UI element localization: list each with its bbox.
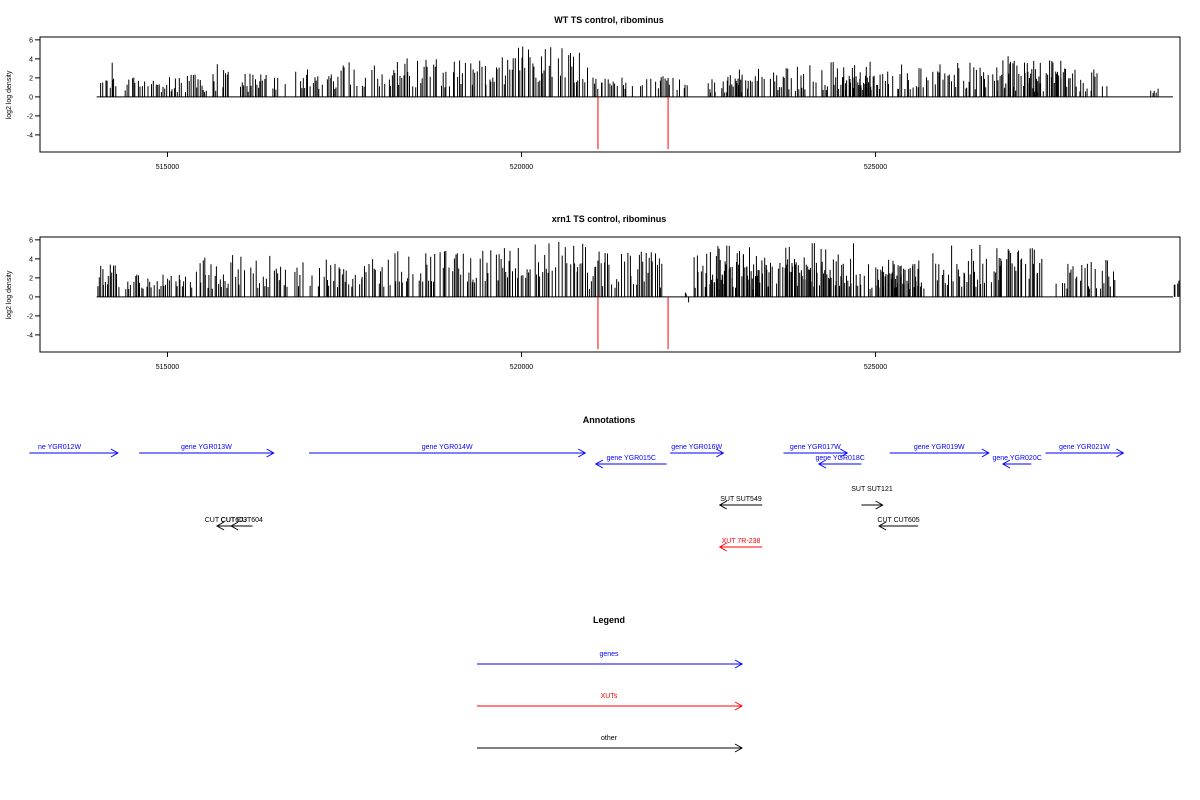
xrn1-coverage-panel: xrn1 TS control, ribominus log2 log dens… xyxy=(6,214,1181,371)
y-tick-label: -2 xyxy=(27,313,33,320)
arrow-head xyxy=(216,521,225,531)
arrow-head xyxy=(266,448,275,458)
arrow-head xyxy=(1116,448,1125,458)
feature-label: SUT SUT121 xyxy=(851,486,893,493)
y-tick-label: 4 xyxy=(29,56,33,63)
arrow-head xyxy=(594,459,604,469)
y-tick-label: -4 xyxy=(27,132,33,139)
x-tick-label: 525000 xyxy=(864,364,887,371)
arrow-head xyxy=(1001,459,1011,469)
x-tick-label: 515000 xyxy=(156,364,179,371)
arrow-head xyxy=(718,542,728,552)
legend-label: other xyxy=(601,735,618,742)
arrow-head xyxy=(734,701,744,711)
arrow-head xyxy=(110,448,119,458)
annotations-title: Annotations xyxy=(583,415,636,425)
plot-frame xyxy=(39,236,1181,353)
arrow-head xyxy=(230,521,239,531)
y-tick-label: 2 xyxy=(29,275,33,282)
y-tick-label: 2 xyxy=(29,75,33,82)
x-tick-label: 525000 xyxy=(864,164,887,171)
feature-label: CUT CUT605 xyxy=(877,517,919,524)
wt-coverage-panel: WT TS control, ribominus log2 log densit… xyxy=(6,15,1181,171)
feature-label: ne YGR012W xyxy=(38,444,81,451)
arrow-head xyxy=(878,521,887,531)
feature-label: CUT CUT603 xyxy=(205,517,247,524)
arrow-head xyxy=(839,448,849,458)
y-tick-label: 6 xyxy=(29,37,33,44)
arrow-head xyxy=(875,500,884,510)
x-tick-label: 520000 xyxy=(510,164,533,171)
wt-panel-title: WT TS control, ribominus xyxy=(554,15,664,25)
y-tick-label: 0 xyxy=(29,294,33,301)
coverage-bars xyxy=(97,241,1180,350)
wt-y-axis-label: log2 log density xyxy=(6,70,13,119)
feature-label: CUT CUT604 xyxy=(221,517,263,524)
x-tick-label: 515000 xyxy=(156,164,179,171)
feature-label: gene YGR013W xyxy=(181,444,232,451)
arrow-head xyxy=(734,743,744,753)
y-tick-label: 0 xyxy=(29,94,33,101)
feature-label: gene YGR019W xyxy=(914,444,965,451)
xrn1-y-axis-label: log2 log density xyxy=(6,270,13,319)
legend-label: XUTs xyxy=(601,693,618,700)
arrow-head xyxy=(577,448,587,458)
arrow-head xyxy=(718,500,728,510)
legend-title: Legend xyxy=(593,615,625,625)
arrow-head xyxy=(981,448,990,458)
legend-label: genes xyxy=(599,651,619,658)
feature-label: gene YGR020C xyxy=(992,455,1041,462)
feature-label: SUT SUT549 xyxy=(720,496,762,503)
feature-label: gene YGR018C xyxy=(815,455,864,462)
feature-label: gene YGR017W xyxy=(790,444,841,451)
feature-label: gene YGR015C xyxy=(607,455,656,462)
arrow-head xyxy=(734,659,744,669)
y-tick-label: 4 xyxy=(29,256,33,263)
arrow-head xyxy=(716,448,725,458)
feature-label: gene YGR014W xyxy=(422,444,473,451)
annotations-track: Annotations ne YGR012W gene YGR013W gene Y… xyxy=(29,415,1125,552)
feature-label: gene YGR016W xyxy=(671,444,722,451)
x-tick-label: 520000 xyxy=(510,364,533,371)
plot-frame xyxy=(39,36,1181,153)
coverage-bars xyxy=(100,46,1159,150)
feature-label: XUT 7R-238 xyxy=(722,538,761,545)
legend: Legend genes XUTs other xyxy=(477,615,744,753)
y-tick-label: 6 xyxy=(29,237,33,244)
y-tick-label: -2 xyxy=(27,113,33,120)
xrn1-panel-title: xrn1 TS control, ribominus xyxy=(552,214,667,224)
feature-label: gene YGR021W xyxy=(1059,444,1110,451)
y-tick-label: -4 xyxy=(27,332,33,339)
arrow-head xyxy=(817,459,827,469)
